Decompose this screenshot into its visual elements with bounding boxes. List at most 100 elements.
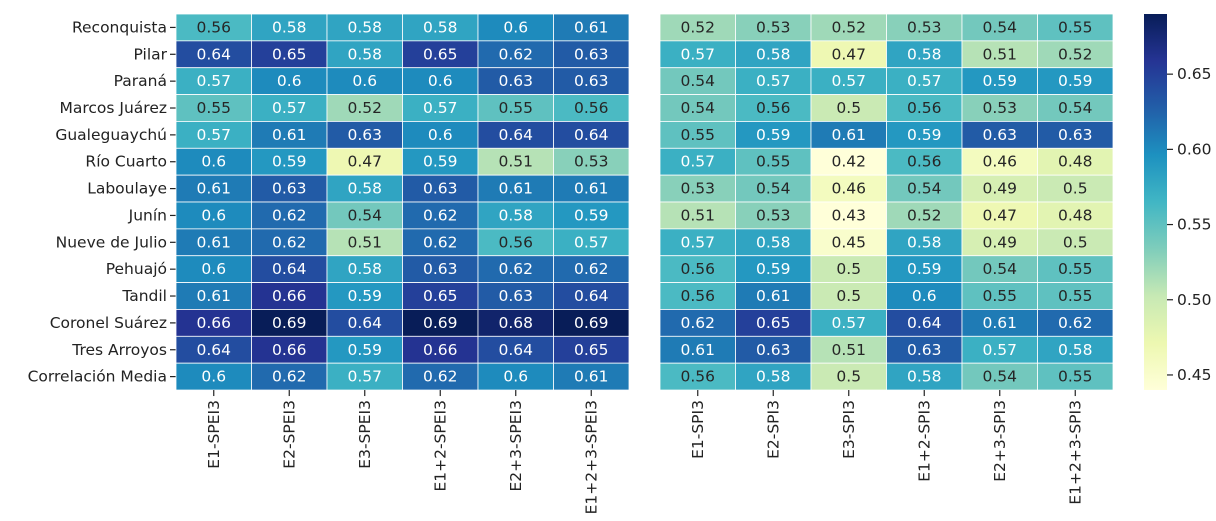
heatmap-cell [251, 282, 328, 310]
cell-value-label: 0.59 [1058, 72, 1093, 90]
heatmap-cell [886, 40, 963, 69]
cell-value-label: 0.64 [907, 314, 942, 332]
cell-value-label: 0.63 [498, 72, 533, 90]
heatmap-cell [659, 13, 736, 42]
cell-value-label: 0.63 [574, 72, 609, 90]
heatmap-cell [326, 147, 403, 176]
cell-value-label: 0.61 [498, 180, 533, 198]
cell-value-label: 0.5 [836, 260, 861, 278]
column-label-e1p2-spei3: E1+2-SPEI3 [431, 400, 449, 492]
heatmap-cell [553, 121, 630, 149]
cell-value-label: 0.52 [680, 18, 715, 36]
heatmap-cell [886, 201, 963, 230]
heatmap-cell [735, 94, 812, 122]
heatmap-cell [961, 255, 1038, 284]
column-label-e2-spi3: E2-SPI3 [764, 400, 782, 459]
heatmap-cell [961, 121, 1038, 149]
cell-value-label: 0.49 [982, 233, 1017, 251]
cell-value-label: 0.63 [347, 126, 382, 144]
cell-value-label: 0.57 [756, 72, 791, 90]
cell-value-label: 0.58 [347, 18, 382, 36]
cell-value-label: 0.62 [272, 206, 307, 224]
heatmap-cell [810, 255, 887, 284]
heatmap-cell [553, 282, 630, 310]
heatmap-cell [477, 94, 554, 122]
cell-value-label: 0.5 [1063, 180, 1088, 198]
cell-value-label: 0.66 [423, 341, 458, 359]
cell-value-label: 0.63 [907, 341, 942, 359]
colorbar-tick-label: 0.55 [1177, 216, 1212, 234]
cell-value-label: 0.54 [680, 72, 715, 90]
cell-value-label: 0.56 [680, 287, 715, 305]
heatmap-cell [659, 335, 736, 364]
cell-value-label: 0.64 [347, 314, 382, 332]
cell-value-label: 0.48 [1058, 153, 1093, 171]
cell-value-label: 0.64 [272, 260, 307, 278]
heatmap-cell [175, 147, 252, 176]
heatmap-cell [477, 121, 554, 149]
cell-value-label: 0.62 [498, 260, 533, 278]
cell-value-label: 0.61 [272, 126, 307, 144]
heatmap-cell [1037, 40, 1114, 69]
cell-value-label: 0.5 [836, 99, 861, 117]
colorbar-tick-label: 0.65 [1177, 65, 1212, 83]
cell-value-label: 0.59 [756, 260, 791, 278]
heatmap-cell [326, 121, 403, 149]
row-label-tres-arroyos: Tres Arroyos [71, 341, 167, 359]
heatmap-cell [251, 255, 328, 284]
colorbar-tick-label: 0.50 [1177, 291, 1212, 309]
cell-value-label: 0.62 [423, 206, 458, 224]
heatmap-cell [735, 67, 812, 95]
row-label-jun-n: Junín [128, 206, 167, 224]
heatmap-cell [553, 362, 630, 391]
cell-value-label: 0.65 [574, 341, 609, 359]
heatmap-cell [1037, 174, 1114, 203]
cell-value-label: 0.47 [831, 45, 866, 63]
cell-value-label: 0.54 [982, 368, 1017, 386]
heatmap-cell [735, 282, 812, 310]
cell-value-label: 0.54 [347, 206, 382, 224]
heatmap-cell [659, 362, 736, 391]
cell-value-label: 0.58 [423, 18, 458, 36]
heatmap-cell [810, 174, 887, 203]
cell-value-label: 0.65 [756, 314, 791, 332]
cell-value-label: 0.59 [907, 260, 942, 278]
heatmap-cell [553, 255, 630, 284]
colorbar: 0.45 0.50 0.55 0.60 0.65 [1144, 14, 1212, 390]
cell-value-label: 0.57 [982, 341, 1017, 359]
cell-value-label: 0.51 [680, 206, 715, 224]
cell-value-label: 0.61 [574, 18, 609, 36]
heatmap-cell [477, 228, 554, 257]
cell-value-label: 0.59 [272, 153, 307, 171]
heatmap-cell [553, 335, 630, 364]
cell-value-label: 0.6 [912, 287, 937, 305]
cell-value-label: 0.55 [498, 99, 533, 117]
heatmap-cell [402, 121, 479, 149]
row-label-tandil: Tandil [121, 287, 167, 305]
heatmap-cell [961, 309, 1038, 337]
cell-value-label: 0.57 [272, 99, 307, 117]
heatmap-cell [659, 40, 736, 69]
cell-value-label: 0.65 [423, 287, 458, 305]
cell-value-label: 0.58 [347, 260, 382, 278]
heatmap-cell [810, 40, 887, 69]
heatmap-cell [1037, 121, 1114, 149]
cell-value-label: 0.42 [831, 153, 866, 171]
cell-value-label: 0.58 [756, 368, 791, 386]
cell-value-label: 0.6 [503, 368, 528, 386]
heatmap-cell [251, 228, 328, 257]
cell-value-label: 0.51 [498, 153, 533, 171]
cell-value-label: 0.61 [196, 233, 231, 251]
cell-value-label: 0.56 [574, 99, 609, 117]
cell-value-label: 0.59 [982, 72, 1017, 90]
heatmap-cell [326, 94, 403, 122]
heatmap-cell [810, 201, 887, 230]
heatmap-cell [810, 362, 887, 391]
heatmap-cell [1037, 362, 1114, 391]
cell-value-label: 0.6 [428, 72, 453, 90]
heatmap-cell [251, 309, 328, 337]
heatmap-cell [886, 255, 963, 284]
row-label-coronel-su-rez: Coronel Suárez [50, 314, 167, 332]
heatmap-panel-spi3: 0.52 0.53 0.52 0.53 0.54 0.55 0.57 0.58 0.47 0.58… [659, 13, 1114, 505]
cell-value-label: 0.61 [574, 368, 609, 386]
